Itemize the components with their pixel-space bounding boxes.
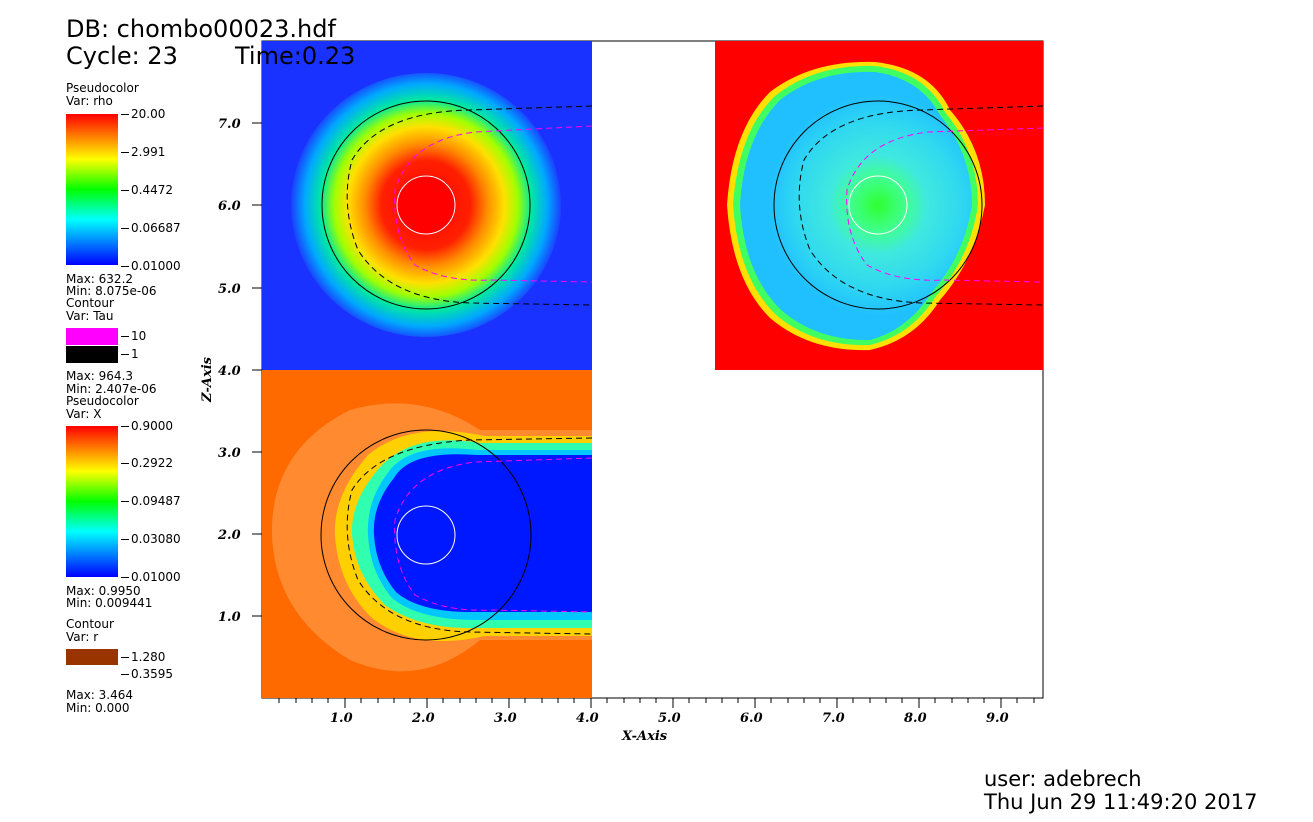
y-tick-label-4: 4.0: [218, 364, 241, 379]
y-tick-label-2: 2.0: [217, 528, 241, 543]
legend-rho-tick-5: 0.01000: [121, 259, 181, 273]
legend-tau-max: Max: 964.3: [66, 369, 134, 383]
legend-rho-tick-1: 20.00: [120, 107, 166, 121]
legend-r-level-2: 0.3595: [121, 667, 173, 681]
legend-temp-colorbar: [604, 114, 656, 265]
legend-rho-min: Min: 8.075e-06: [66, 284, 157, 298]
temp-panel: [715, 41, 1043, 370]
y-tick-label-5: 5.0: [218, 282, 241, 297]
legend-x-max: Max: 0.9950: [66, 584, 141, 598]
x-tick-label-2: 2.0: [411, 711, 435, 726]
legend-x-tick-1: 0.9000: [121, 419, 173, 433]
legend-rho-tick-2: 2.991: [120, 145, 166, 159]
legend-tau-type: Contour: [66, 296, 114, 310]
database-title: DB: chombo00023.hdf: [66, 15, 336, 43]
legend-r-min: Min: 0.000: [66, 701, 130, 715]
legend-rho-var: Var: rho: [66, 94, 113, 108]
legend-x-min: Min: 0.009441: [66, 596, 153, 610]
time-label: Time:0.23: [235, 42, 356, 70]
y-tick-label-1: 1.0: [218, 610, 241, 625]
legend-x-tick-2: 0.2922: [121, 456, 173, 470]
legend-r-max: Max: 3.464: [66, 688, 134, 702]
x-panel: [262, 370, 592, 698]
legend-tau-swatch-1: [66, 346, 118, 363]
legend-tau-min: Min: 2.407e-06: [66, 382, 157, 396]
y-axis-label: Z-Axis: [200, 356, 215, 403]
x-axis-label: X-Axis: [621, 729, 668, 744]
rho-panel: [262, 41, 592, 370]
legend-x-tick-4: 0.03080: [121, 532, 181, 546]
legend-rho-colorbar: [66, 114, 118, 265]
legend-tau-swatch-10: [66, 328, 118, 345]
legend-rho-tick-4: 0.06687: [121, 221, 181, 235]
y-tick-label-3: 3.0: [218, 446, 241, 461]
x-tick-label-6: 6.0: [740, 711, 763, 726]
y-tick-label-7: 7.0: [218, 117, 241, 132]
x-tick-label-7: 7.0: [822, 711, 845, 726]
legend-rho-max: Max: 632.2: [66, 272, 134, 286]
x-tick-label-4: 4.0: [576, 711, 599, 726]
legend-x-colorbar: [66, 426, 118, 577]
legend-r-var: Var: r: [66, 630, 99, 644]
legend-temp-tick-2: 6.735e+05: [658, 145, 737, 159]
x-tick-label-5: 5.0: [658, 711, 681, 726]
legend-temp-var: Var: temp: [604, 94, 663, 108]
legend-temp-tick-5: 600.0: [658, 259, 704, 273]
x-tick-label-8: 8.0: [904, 711, 927, 726]
legend-tau-level-1: 10: [120, 329, 147, 343]
legend-tau-level-2: 1: [121, 347, 139, 361]
legend-r-level-1: 1.280: [120, 650, 166, 664]
x-tick-label-3: 3.0: [494, 711, 517, 726]
legend-temp-min: Min: 834.4: [604, 284, 668, 298]
cycle-label: Cycle: 23: [66, 42, 178, 70]
y-tick-label-6: 6.0: [218, 199, 241, 214]
legend-x-type: Pseudocolor: [66, 394, 139, 408]
legend-temp-tick-1: 7.000e+06: [658, 107, 737, 121]
legend-x-tick-3: 0.09487: [121, 494, 181, 508]
legend-r-swatch-1: [66, 649, 118, 665]
x-tick-label-9: 9.0: [986, 711, 1009, 726]
legend-temp-tick-3: 6.481e+04: [658, 183, 737, 197]
legend-rho-type: Pseudocolor: [66, 81, 139, 95]
legend-temp-tick-4: 6236.: [658, 221, 704, 235]
legend-tau-var: Var: Tau: [66, 309, 114, 323]
legend-x-tick-5: 0.01000: [121, 570, 181, 584]
legend-rho-tick-3: 0.4472: [121, 183, 173, 197]
x-tick-label-1: 1.0: [330, 711, 353, 726]
legend-x-var: Var: X: [66, 407, 102, 421]
user-label: user: adebrech: [984, 767, 1142, 791]
date-label: Thu Jun 29 11:49:20 2017: [984, 790, 1258, 814]
legend-r-type: Contour: [66, 617, 114, 631]
y-axis-ticks: [252, 122, 262, 617]
x-axis-ticks: [278, 698, 1035, 708]
